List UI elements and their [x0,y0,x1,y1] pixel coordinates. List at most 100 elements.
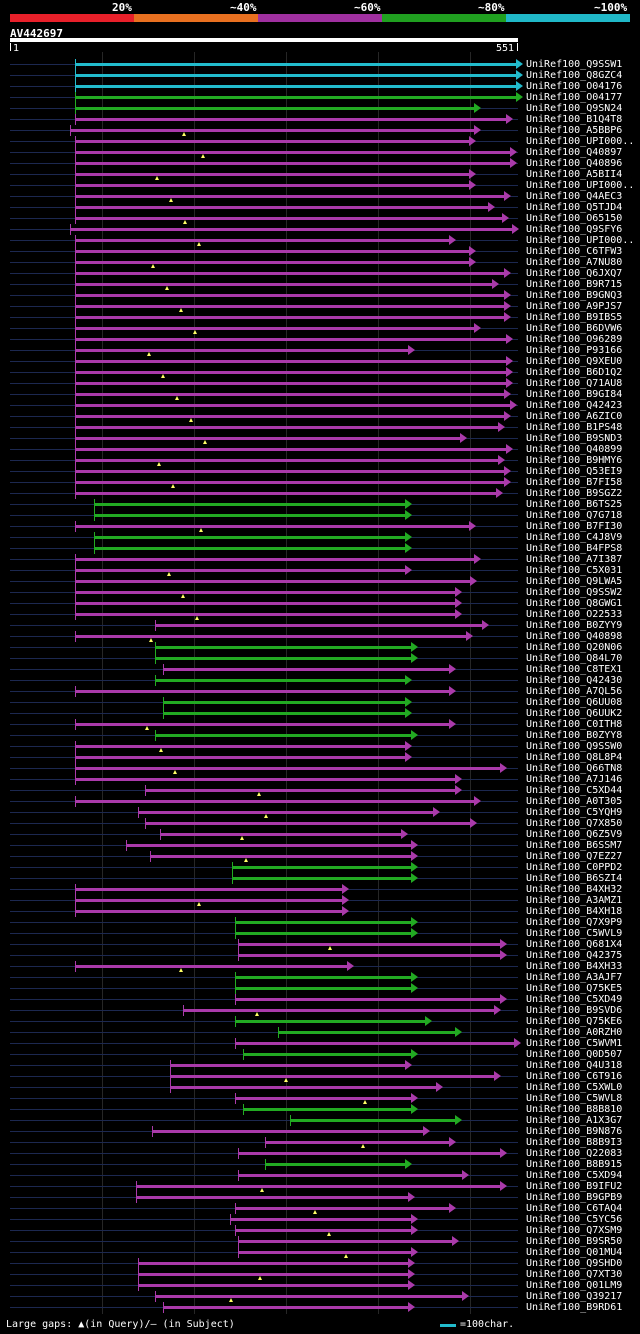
hit-alignment-bar[interactable] [163,1306,408,1309]
hit-label[interactable]: UniRef100_C5XWL0 [526,1082,623,1093]
hit-alignment-bar[interactable] [235,921,411,924]
hit-label[interactable]: UniRef100_Q20N06 [526,642,623,653]
hit-alignment-bar[interactable] [75,151,510,154]
hit-alignment-bar[interactable] [238,1174,462,1177]
hit-label[interactable]: UniRef100_B9SGZ2 [526,488,623,499]
hit-label[interactable]: UniRef100_B6DVW6 [526,323,623,334]
hit-label[interactable]: UniRef100_O04177 [526,92,623,103]
hit-alignment-bar[interactable] [75,195,504,198]
hit-alignment-bar[interactable] [145,789,455,792]
hit-label[interactable]: UniRef100_UPI000.. [526,136,635,147]
hit-alignment-bar[interactable] [75,206,488,209]
hit-alignment-bar[interactable] [75,602,455,605]
hit-label[interactable]: UniRef100_Q53EI9 [526,466,623,477]
hit-alignment-bar[interactable] [75,525,469,528]
hit-alignment-bar[interactable] [155,1295,462,1298]
hit-label[interactable]: UniRef100_C5WVM1 [526,1038,623,1049]
hit-label[interactable]: UniRef100_C6T916 [526,1071,623,1082]
hit-label[interactable]: UniRef100_B9SVD6 [526,1005,623,1016]
hit-alignment-bar[interactable] [75,558,474,561]
hit-label[interactable]: UniRef100_B6SZI4 [526,873,623,884]
hit-label[interactable]: UniRef100_Q8GZC4 [526,70,623,81]
hit-alignment-bar[interactable] [75,404,510,407]
hit-alignment-bar[interactable] [170,1075,494,1078]
hit-label[interactable]: UniRef100_Q9SSW2 [526,587,623,598]
hit-label[interactable]: UniRef100_Q6JXQ7 [526,268,623,279]
hit-alignment-bar[interactable] [75,217,502,220]
hit-alignment-bar[interactable] [232,877,411,880]
hit-alignment-bar[interactable] [170,1086,436,1089]
hit-label[interactable]: UniRef100_B9SND3 [526,433,623,444]
hit-alignment-bar[interactable] [75,382,506,385]
hit-label[interactable]: UniRef100_Q66TN8 [526,763,623,774]
hit-label[interactable]: UniRef100_B4XH18 [526,906,623,917]
hit-label[interactable]: UniRef100_C5XD94 [526,1170,623,1181]
hit-alignment-bar[interactable] [138,1273,408,1276]
hit-label[interactable]: UniRef100_Q42430 [526,675,623,686]
hit-alignment-bar[interactable] [94,547,405,550]
hit-label[interactable]: UniRef100_C5XD44 [526,785,623,796]
hit-label[interactable]: UniRef100_Q22083 [526,1148,623,1159]
hit-alignment-bar[interactable] [75,481,504,484]
hit-label[interactable]: UniRef100_Q6UUK2 [526,708,623,719]
hit-label[interactable]: UniRef100_Q5TJD4 [526,202,623,213]
hit-alignment-bar[interactable] [75,448,506,451]
hit-label[interactable]: UniRef100_Q01LM9 [526,1280,623,1291]
hit-label[interactable]: UniRef100_A3AJF7 [526,972,623,983]
hit-alignment-bar[interactable] [75,437,460,440]
hit-alignment-bar[interactable] [75,63,516,66]
hit-alignment-bar[interactable] [75,459,498,462]
hit-label[interactable]: UniRef100_A9PJS7 [526,301,623,312]
hit-label[interactable]: UniRef100_Q7XSM9 [526,1225,623,1236]
hit-label[interactable]: UniRef100_C0ITH8 [526,719,623,730]
hit-alignment-bar[interactable] [75,118,506,121]
hit-alignment-bar[interactable] [235,1042,514,1045]
hit-alignment-bar[interactable] [75,107,474,110]
hit-label[interactable]: UniRef100_C5WVL8 [526,1093,623,1104]
hit-alignment-bar[interactable] [163,668,449,671]
hit-alignment-bar[interactable] [75,690,449,693]
hit-label[interactable]: UniRef100_B9RD61 [526,1302,623,1313]
hit-label[interactable]: UniRef100_Q9SHD0 [526,1258,623,1269]
hit-label[interactable]: UniRef100_B8B9I3 [526,1137,623,1148]
hit-alignment-bar[interactable] [75,492,496,495]
hit-alignment-bar[interactable] [75,778,455,781]
hit-alignment-bar[interactable] [75,74,516,77]
hit-alignment-bar[interactable] [75,965,347,968]
hit-alignment-bar[interactable] [75,569,405,572]
hit-alignment-bar[interactable] [75,349,408,352]
hit-alignment-bar[interactable] [75,415,504,418]
hit-alignment-bar[interactable] [75,591,455,594]
hit-label[interactable]: UniRef100_B9HMY6 [526,455,623,466]
hit-alignment-bar[interactable] [75,162,510,165]
hit-label[interactable]: UniRef100_Q7X850 [526,818,623,829]
hit-label[interactable]: UniRef100_B7FI30 [526,521,623,532]
hit-alignment-bar[interactable] [75,800,474,803]
hit-label[interactable]: UniRef100_Q8GWG1 [526,598,623,609]
hit-alignment-bar[interactable] [235,1020,425,1023]
hit-alignment-bar[interactable] [75,470,504,473]
hit-label[interactable]: UniRef100_Q9LWA5 [526,576,623,587]
hit-alignment-bar[interactable] [232,866,411,869]
hit-alignment-bar[interactable] [94,514,405,517]
hit-label[interactable]: UniRef100_B4FPS8 [526,543,623,554]
hit-label[interactable]: UniRef100_O65150 [526,213,623,224]
hit-label[interactable]: UniRef100_A7I387 [526,554,623,565]
hit-label[interactable]: UniRef100_B9GPB9 [526,1192,623,1203]
hit-label[interactable]: UniRef100_UPI000.. [526,235,635,246]
hit-alignment-bar[interactable] [75,360,506,363]
hit-label[interactable]: UniRef100_A3AMZ1 [526,895,623,906]
hit-label[interactable]: UniRef100_Q40898 [526,631,623,642]
hit-label[interactable]: UniRef100_C5XD49 [526,994,623,1005]
hit-label[interactable]: UniRef100_C5X031 [526,565,623,576]
hit-alignment-bar[interactable] [265,1141,449,1144]
hit-alignment-bar[interactable] [75,96,516,99]
hit-alignment-bar[interactable] [243,1108,411,1111]
hit-label[interactable]: UniRef100_Q0D507 [526,1049,623,1060]
hit-alignment-bar[interactable] [138,1262,408,1265]
hit-label[interactable]: UniRef100_C5YC56 [526,1214,623,1225]
hit-label[interactable]: UniRef100_C6TFW3 [526,246,623,257]
hit-alignment-bar[interactable] [243,1053,411,1056]
hit-label[interactable]: UniRef100_Q40896 [526,158,623,169]
hit-alignment-bar[interactable] [238,943,500,946]
